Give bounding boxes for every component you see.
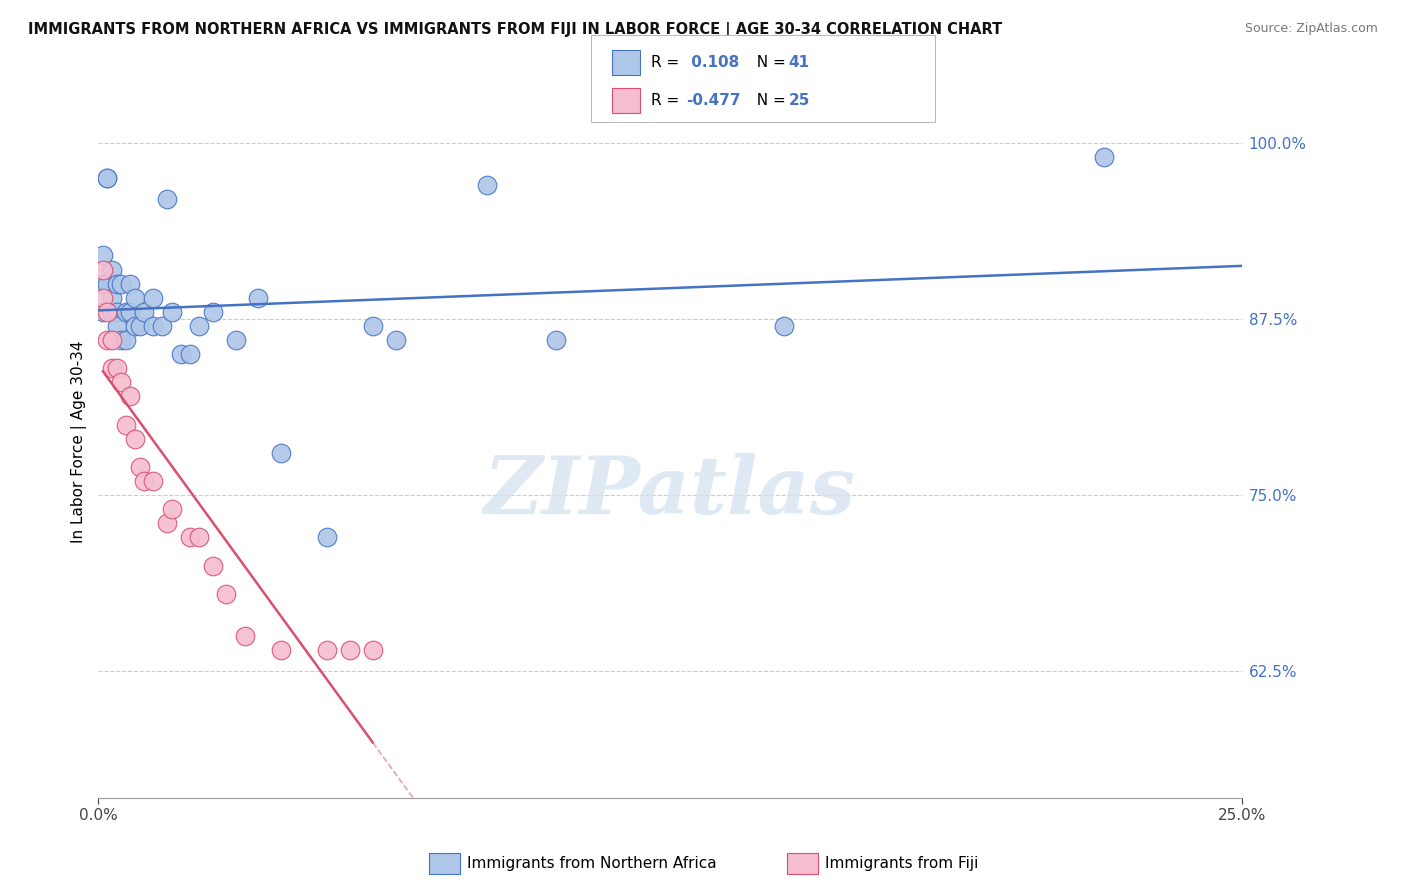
- Point: [120, 277, 142, 291]
- Point: [96, 333, 118, 347]
- Point: [101, 361, 124, 376]
- Point: [179, 347, 201, 361]
- Text: N =: N =: [747, 93, 790, 108]
- Point: [91, 305, 114, 319]
- Point: [188, 318, 211, 333]
- Point: [128, 459, 150, 474]
- Point: [132, 305, 155, 319]
- Point: [105, 318, 128, 333]
- Point: [101, 262, 124, 277]
- Point: [101, 291, 124, 305]
- Point: [361, 643, 384, 657]
- Point: [110, 333, 132, 347]
- Point: [132, 474, 155, 488]
- Point: [233, 629, 256, 643]
- Point: [110, 376, 132, 390]
- Point: [316, 643, 339, 657]
- Point: [179, 530, 201, 544]
- Text: N =: N =: [747, 55, 790, 70]
- Text: 41: 41: [789, 55, 810, 70]
- Point: [105, 361, 128, 376]
- Text: Immigrants from Northern Africa: Immigrants from Northern Africa: [467, 856, 717, 871]
- Point: [105, 305, 128, 319]
- Point: [91, 262, 114, 277]
- Point: [96, 277, 118, 291]
- Point: [384, 333, 406, 347]
- Point: [101, 333, 124, 347]
- Point: [114, 333, 136, 347]
- Point: [544, 333, 567, 347]
- Point: [270, 446, 292, 460]
- Point: [91, 291, 114, 305]
- Text: R =: R =: [651, 93, 685, 108]
- Point: [101, 305, 124, 319]
- Text: IMMIGRANTS FROM NORTHERN AFRICA VS IMMIGRANTS FROM FIJI IN LABOR FORCE | AGE 30-: IMMIGRANTS FROM NORTHERN AFRICA VS IMMIG…: [28, 22, 1002, 38]
- Point: [215, 587, 238, 601]
- Point: [96, 305, 118, 319]
- Point: [160, 305, 183, 319]
- Point: [339, 643, 361, 657]
- Point: [91, 248, 114, 262]
- Point: [142, 474, 165, 488]
- Point: [120, 305, 142, 319]
- Text: Immigrants from Fiji: Immigrants from Fiji: [825, 856, 979, 871]
- Point: [124, 318, 146, 333]
- Point: [156, 192, 179, 206]
- Point: [773, 318, 796, 333]
- Point: [475, 178, 498, 192]
- Point: [91, 277, 114, 291]
- Point: [142, 318, 165, 333]
- Text: ZIPatlas: ZIPatlas: [484, 453, 856, 531]
- Point: [105, 277, 128, 291]
- Point: [96, 171, 118, 186]
- Text: -0.477: -0.477: [686, 93, 741, 108]
- Text: 25: 25: [789, 93, 810, 108]
- Point: [160, 502, 183, 516]
- Point: [247, 291, 270, 305]
- Point: [114, 417, 136, 432]
- Y-axis label: In Labor Force | Age 30-34: In Labor Force | Age 30-34: [72, 341, 87, 543]
- Point: [124, 432, 146, 446]
- Point: [142, 291, 165, 305]
- Point: [170, 347, 193, 361]
- Point: [110, 277, 132, 291]
- Point: [316, 530, 339, 544]
- Point: [201, 558, 224, 573]
- Text: Source: ZipAtlas.com: Source: ZipAtlas.com: [1244, 22, 1378, 36]
- Text: R =: R =: [651, 55, 685, 70]
- Point: [156, 516, 179, 531]
- Point: [188, 530, 211, 544]
- Text: 0.108: 0.108: [686, 55, 740, 70]
- Point: [120, 389, 142, 403]
- Point: [128, 318, 150, 333]
- Point: [1094, 150, 1116, 164]
- Point: [361, 318, 384, 333]
- Point: [225, 333, 247, 347]
- Point: [96, 171, 118, 186]
- Point: [124, 291, 146, 305]
- Point: [270, 643, 292, 657]
- Point: [150, 318, 173, 333]
- Point: [201, 305, 224, 319]
- Point: [114, 305, 136, 319]
